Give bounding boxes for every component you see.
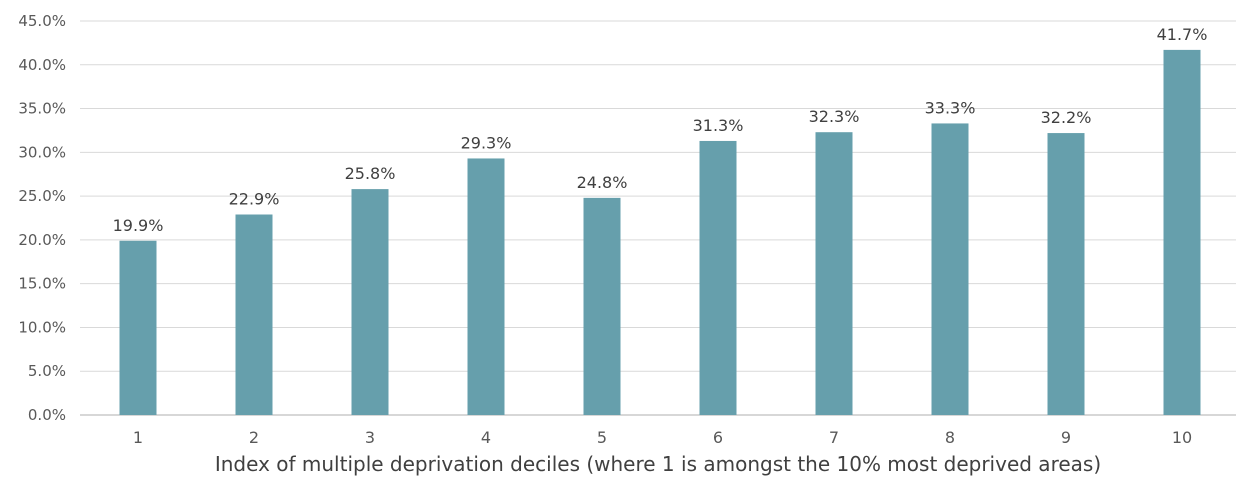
bar [235, 214, 273, 415]
x-tick-label: 10 [1172, 428, 1192, 447]
y-tick-label: 30.0% [18, 143, 66, 161]
bar [583, 197, 621, 415]
y-tick-label: 25.0% [18, 187, 66, 205]
data-label: 31.3% [693, 116, 744, 135]
y-tick-label: 35.0% [18, 100, 66, 118]
x-tick-label: 3 [365, 428, 375, 447]
x-tick-label: 1 [133, 428, 143, 447]
y-tick-label: 45.0% [18, 12, 66, 30]
y-tick-label: 15.0% [18, 275, 66, 293]
data-label: 32.2% [1041, 108, 1092, 127]
bar [1163, 49, 1201, 415]
data-label: 33.3% [925, 98, 976, 117]
x-axis-ticks: 1 2 3 4 5 6 7 8 9 10 [133, 428, 1192, 447]
data-label: 41.7% [1157, 25, 1208, 44]
y-tick-label: 20.0% [18, 231, 66, 249]
y-axis-ticks: 0.0% 5.0% 10.0% 15.0% 20.0% 25.0% 30.0% 35.0% 40… [18, 12, 66, 424]
bar [351, 189, 389, 415]
bar [1047, 133, 1085, 415]
x-axis-title: Index of multiple deprivation deciles (w… [215, 452, 1101, 476]
bar [931, 123, 969, 415]
y-tick-label: 5.0% [28, 362, 66, 380]
x-tick-label: 8 [945, 428, 955, 447]
gridlines [80, 20, 1236, 416]
x-tick-label: 4 [481, 428, 491, 447]
y-tick-label: 10.0% [18, 318, 66, 336]
x-tick-label: 5 [597, 428, 607, 447]
x-tick-label: 2 [249, 428, 259, 447]
data-label: 19.9% [113, 216, 164, 235]
data-label: 25.8% [345, 164, 396, 183]
bar [467, 158, 505, 415]
data-label: 29.3% [461, 133, 512, 152]
y-tick-label: 0.0% [28, 406, 66, 424]
bar [699, 140, 737, 415]
data-labels: 19.9% 22.9% 25.8% 29.3% 24.8% 31.3% 32.3% 33.3%… [113, 25, 1208, 235]
data-label: 24.8% [577, 173, 628, 192]
y-tick-label: 40.0% [18, 56, 66, 74]
data-label: 22.9% [229, 189, 280, 208]
bar [119, 240, 157, 415]
data-label: 32.3% [809, 107, 860, 126]
bars [119, 49, 1201, 415]
x-tick-label: 7 [829, 428, 839, 447]
x-tick-label: 6 [713, 428, 723, 447]
x-tick-label: 9 [1061, 428, 1071, 447]
bar [815, 132, 853, 415]
